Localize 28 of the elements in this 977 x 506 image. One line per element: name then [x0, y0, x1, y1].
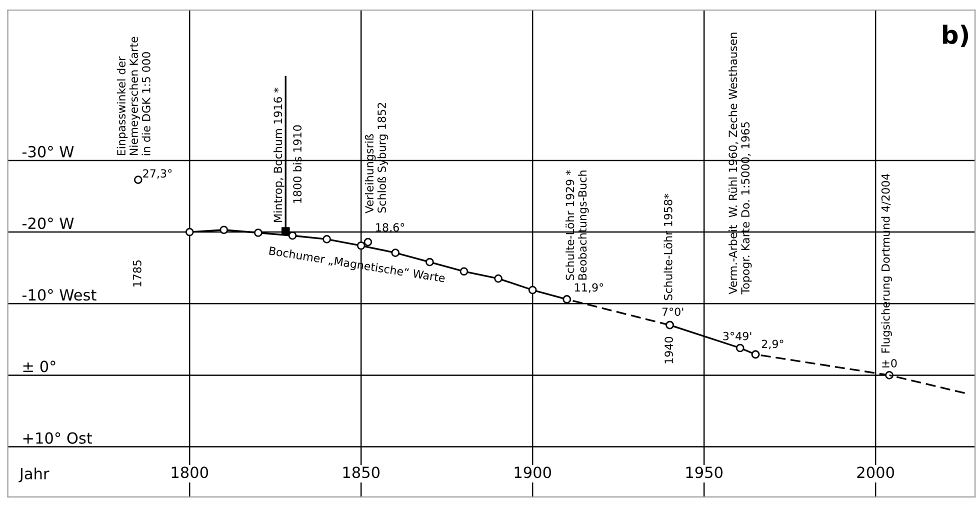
annotation: 11,9° [575, 283, 604, 293]
annotation: Bochumer „Magnetische“ Warte [268, 246, 446, 285]
annotation: Mintrop, Bochum 1916 * [273, 88, 284, 222]
x-axis-title: Jahr [18, 468, 50, 482]
y-tick-label: -30° W [22, 146, 74, 158]
annotation: ±0 [882, 359, 897, 368]
annotation: Einpasswinkel der Niemeyerschen Karte in die DGK 1:5 000 [116, 36, 150, 156]
annotation: Schulte-Löhr 1958* [664, 194, 672, 300]
x-tick-label: 1850 [343, 466, 380, 478]
x-tick-label: 1900 [514, 466, 552, 478]
x-tick-label: 2000 [857, 466, 894, 478]
annotation: Flugsicherung Dortmund 4/2004 [881, 174, 892, 353]
x-tick-label: 1950 [686, 466, 723, 478]
annotation: 2,9° [762, 340, 784, 350]
y-tick-label: -10° West [22, 289, 96, 301]
annotation: 1785 [132, 260, 142, 286]
annotation: 7°0' [662, 308, 684, 316]
annotation: 27,3° [143, 169, 172, 179]
y-tick-label: ± 0° [23, 360, 56, 372]
x-tick-label: 1800 [172, 466, 208, 478]
annotation: Schulte-Löhr 1929 * Beobachtungs-Buch [566, 170, 589, 280]
y-tick-label: +10° Ost [23, 432, 92, 444]
y-tick-label: -20° W [22, 218, 74, 230]
annotation: Verleihungsriß Schloß Syburg 1852 [364, 102, 388, 214]
annotation: 1940 [664, 336, 674, 364]
annotation: b) [942, 24, 968, 48]
annotation: 3°49' [723, 332, 752, 340]
annotation: 18,6° [376, 223, 404, 233]
